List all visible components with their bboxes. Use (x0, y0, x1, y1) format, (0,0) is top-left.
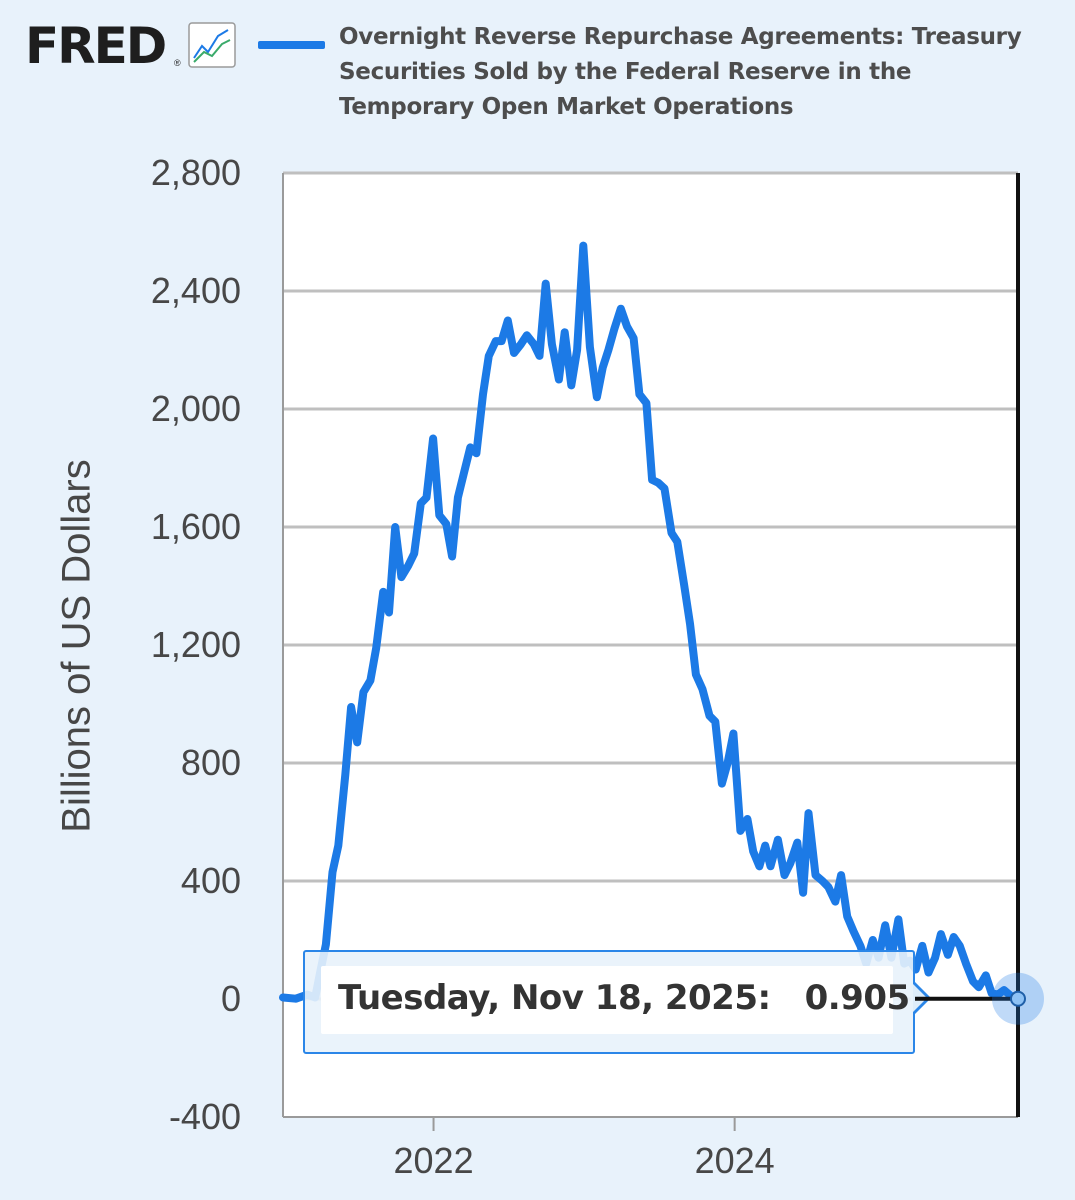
registered-mark: ® (174, 58, 181, 68)
x-tick-label: 2022 (394, 1140, 474, 1181)
y-tick-label: 1,200 (151, 624, 241, 665)
series-title[interactable]: Overnight Reverse Repurchase Agreements:… (339, 24, 1022, 120)
y-tick-label: 800 (181, 742, 241, 783)
y-tick-label: 400 (181, 860, 241, 901)
tooltip-date: Tuesday, Nov 18, 2025: (338, 978, 771, 1018)
y-tick-label: 0 (221, 978, 241, 1019)
y-tick-label: 2,800 (151, 152, 241, 193)
y-axis-ticks: -400 0 400 800 1,200 1,600 2,000 2,400 2,800 (151, 152, 241, 1137)
y-tick-label: 2,000 (151, 388, 241, 429)
chart-header: FRED ® Overnight Reverse Repurchase Agre… (0, 0, 1075, 130)
tooltip-pointer-fill (911, 982, 927, 1014)
line-chart-icon (188, 22, 236, 68)
series-layer (279, 241, 1022, 1003)
tooltip-text-box (321, 966, 893, 1034)
tooltip-value: 0.905 (804, 978, 911, 1018)
fred-logo[interactable]: FRED (25, 17, 167, 75)
legend-swatch (258, 41, 325, 49)
y-tick-label: -400 (169, 1096, 241, 1137)
y-tick-label: 2,400 (151, 270, 241, 311)
x-axis-ticks: 2022 2024 (394, 1117, 775, 1181)
series-line[interactable] (279, 241, 1022, 1003)
x-tick-label: 2024 (695, 1140, 775, 1181)
tooltip-text: Tuesday, Nov 18, 2025: 0.905 (338, 978, 910, 1018)
y-tick-label: 1,600 (151, 506, 241, 547)
